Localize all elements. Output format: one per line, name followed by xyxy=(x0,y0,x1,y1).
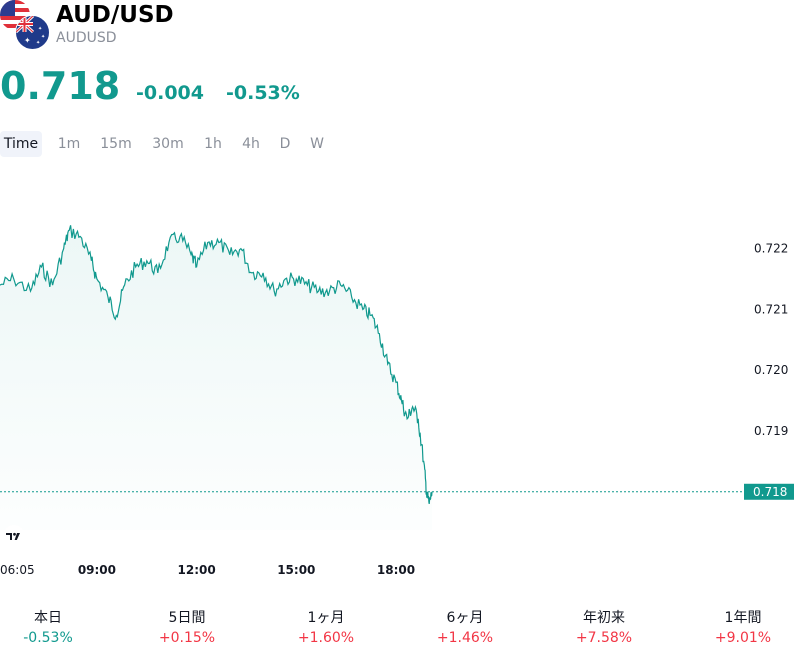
x-tick-label: 12:00 xyxy=(178,563,216,577)
stat-value: -0.53% xyxy=(23,630,73,646)
tradingview-logo-icon[interactable] xyxy=(0,524,28,548)
symbol-title: AUD/USD xyxy=(56,2,174,28)
price-chart[interactable]: 0.718 0.719 0.720 0.721 0.722 06:05 09:00 12:0… xyxy=(0,180,800,580)
tab-time[interactable]: Time xyxy=(0,131,42,157)
y-tick-label: 0.720 xyxy=(754,363,788,377)
price-change-percent: -0.53% xyxy=(226,82,300,104)
x-tick-label: 15:00 xyxy=(277,563,315,577)
chart-area-fill xyxy=(0,225,432,531)
symbol-ticker: AUDUSD xyxy=(56,30,117,46)
stat-label: 5日間 xyxy=(168,610,206,626)
last-price: 0.718 xyxy=(0,64,121,108)
stat-label: 6ヶ月 xyxy=(446,610,484,626)
stat-1m[interactable]: 1ヶ月 +1.60% xyxy=(271,608,381,648)
us-flag-icon xyxy=(0,0,30,30)
stat-ytd[interactable]: 年初来 +7.58% xyxy=(549,608,659,648)
stat-label: 本日 xyxy=(34,610,62,626)
svg-text:✦: ✦ xyxy=(41,34,45,40)
last-price-marker xyxy=(744,483,794,500)
tab-d[interactable]: D xyxy=(279,136,291,152)
tab-1m[interactable]: 1m xyxy=(57,136,81,152)
y-tick-label: 0.722 xyxy=(754,242,788,256)
last-price-marker-label: 0.718 xyxy=(753,485,787,499)
au-flag-icon: ✦ ✦ ✦ ✦ xyxy=(15,15,50,50)
stat-value: +1.60% xyxy=(297,630,355,646)
stat-value: +1.46% xyxy=(436,630,494,646)
y-tick-label: 0.721 xyxy=(754,302,788,316)
stat-label: 年初来 xyxy=(583,610,625,626)
svg-text:✦: ✦ xyxy=(38,26,42,32)
currency-flags: ✦ ✦ ✦ ✦ xyxy=(0,0,50,50)
svg-text:✦: ✦ xyxy=(36,40,40,46)
tab-1h[interactable]: 1h xyxy=(204,136,222,152)
x-tick-label: 09:00 xyxy=(78,563,116,577)
chart-price-line xyxy=(0,225,433,505)
stat-value: +0.15% xyxy=(158,630,216,646)
x-axis: 06:05 09:00 12:00 15:00 18:00 xyxy=(0,563,415,577)
stat-1d[interactable]: 本日 -0.53% xyxy=(0,608,103,648)
y-axis: 0.718 0.719 0.720 0.721 0.722 xyxy=(754,242,788,499)
tab-15m[interactable]: 15m xyxy=(100,136,132,152)
price-change: -0.004 xyxy=(136,82,204,104)
header: ✦ ✦ ✦ ✦ AUD/USD AUDUSD xyxy=(0,0,800,60)
tab-w[interactable]: W xyxy=(310,136,324,152)
svg-text:✦: ✦ xyxy=(24,36,31,45)
performance-stats: 本日 -0.53% 5日間 +0.15% 1ヶ月 +1.60% 6ヶ月 +1.4… xyxy=(0,608,800,652)
x-tick-label: 18:00 xyxy=(377,563,415,577)
stat-value: +7.58% xyxy=(575,630,633,646)
y-tick-label: 0.719 xyxy=(754,424,788,438)
stat-label: 1ヶ月 xyxy=(307,610,345,626)
stat-6m[interactable]: 6ヶ月 +1.46% xyxy=(410,608,520,648)
stat-label: 1年間 xyxy=(724,610,762,626)
tab-30m[interactable]: 30m xyxy=(152,136,184,152)
chart-canvas: 0.718 0.719 0.720 0.721 0.722 06:05 09:00 12:0… xyxy=(0,225,794,577)
stat-1y[interactable]: 1年間 +9.01% xyxy=(688,608,798,648)
tab-4h[interactable]: 4h xyxy=(242,136,260,152)
stat-5d[interactable]: 5日間 +0.15% xyxy=(132,608,242,648)
stat-value: +9.01% xyxy=(714,630,772,646)
x-tick-label: 06:05 xyxy=(0,563,35,577)
